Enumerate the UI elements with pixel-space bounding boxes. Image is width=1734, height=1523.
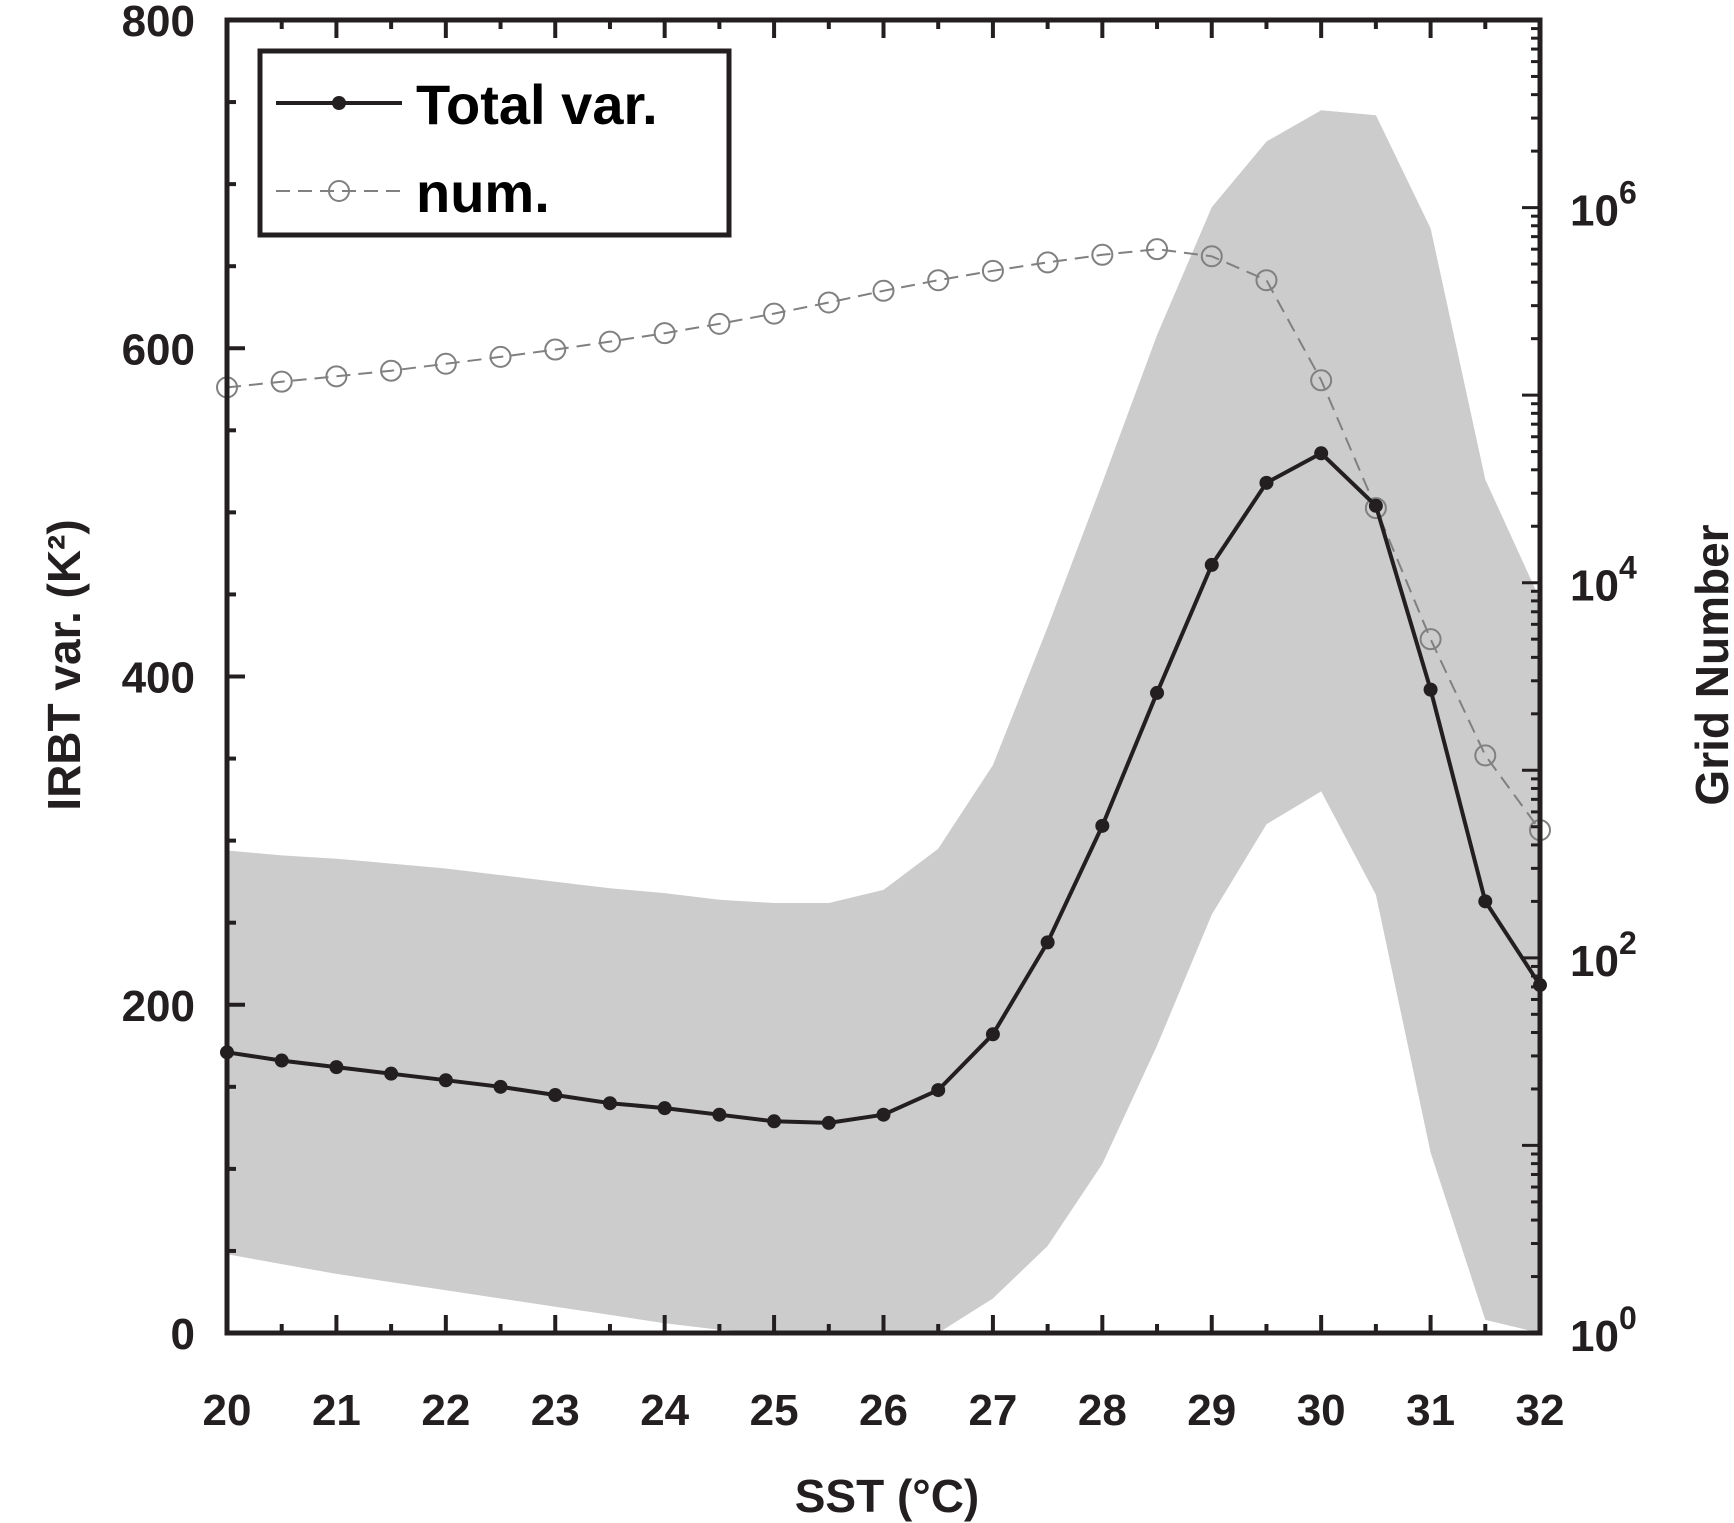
num-point [927, 269, 950, 292]
y2-tick-exponent: 2 [1619, 925, 1637, 961]
num-point [817, 291, 840, 314]
x-tick-label: 24 [640, 1386, 689, 1435]
total-var-point [657, 1101, 672, 1116]
num-point [1200, 245, 1223, 268]
x-tick-label: 20 [203, 1386, 252, 1435]
y2-axis-title: Grid Number [1686, 524, 1734, 805]
y2-tick-base: 10 [1570, 187, 1619, 236]
total-var-point [438, 1073, 453, 1088]
legend-total-var-label: Total var. [416, 73, 658, 136]
y2-tick-exponent: 0 [1619, 1300, 1637, 1336]
x-tick-label: 28 [1078, 1386, 1127, 1435]
y-tick-label: 0 [171, 1310, 195, 1359]
legend-num-marker [328, 180, 350, 202]
total-var-point [1423, 682, 1438, 697]
series-layer [216, 238, 1551, 1130]
y2-tick-label: 104 [1570, 550, 1637, 611]
num-point [1091, 243, 1114, 266]
num-point [708, 312, 731, 335]
num-point [380, 359, 403, 382]
total-var-point [602, 1096, 617, 1111]
total-var-point [1478, 894, 1493, 909]
total-var-point [1368, 498, 1383, 513]
total-var-point [1150, 685, 1165, 700]
num-point [872, 279, 895, 302]
x-axis-title: SST (°C) [795, 1470, 980, 1522]
x-tick-label: 25 [750, 1386, 799, 1435]
num-point [544, 338, 567, 361]
legend-total-var-marker [332, 96, 346, 110]
y2-tick-label: 106 [1570, 175, 1637, 236]
total-var-point [274, 1053, 289, 1068]
ticks-layer [225, 18, 1542, 1335]
num-point [1474, 744, 1497, 767]
x-tick-label: 26 [859, 1386, 908, 1435]
total-var-point [1040, 935, 1055, 950]
y2-tick-label: 100 [1570, 1300, 1637, 1361]
spread-band [227, 110, 1540, 1333]
y-axis-title: IRBT var. (K²) [38, 519, 90, 810]
legend-box [257, 48, 732, 238]
num-point [489, 345, 512, 368]
num-point [1310, 369, 1333, 392]
total-var-point [548, 1088, 563, 1103]
total-var-point [384, 1066, 399, 1081]
total-var-point [931, 1083, 946, 1098]
num-point [981, 259, 1004, 282]
num-point [1255, 269, 1278, 292]
y-tick-label: 600 [122, 325, 195, 374]
x-tick-label: 21 [312, 1386, 361, 1435]
x-tick-label: 32 [1516, 1386, 1565, 1435]
total-var-point [712, 1107, 727, 1122]
total-var-point [767, 1114, 782, 1129]
y2-tick-base: 10 [1570, 562, 1619, 611]
total-var-point [1204, 557, 1219, 572]
total-var-point [876, 1107, 891, 1122]
num-point [653, 322, 676, 345]
y2-tick-exponent: 6 [1619, 175, 1637, 211]
y2-tick-base: 10 [1570, 1312, 1619, 1361]
y2-tick-label: 102 [1570, 925, 1637, 986]
y2-tick-base: 10 [1570, 937, 1619, 986]
num-point [325, 365, 348, 388]
total-var-point [985, 1027, 1000, 1042]
num-point [598, 330, 621, 353]
x-tick-label: 22 [421, 1386, 470, 1435]
x-tick-label: 29 [1187, 1386, 1236, 1435]
y2-tick-exponent: 4 [1619, 550, 1637, 586]
total-var-point [1095, 818, 1110, 833]
num-point [1146, 238, 1169, 261]
total-var-point [1259, 475, 1274, 490]
total-var-point [821, 1115, 836, 1130]
num-series-line [226, 248, 1541, 831]
num-point [1364, 497, 1387, 520]
num-point [1419, 628, 1442, 651]
legend: Total var. num. [257, 48, 732, 238]
tick-labels-layer: 20 21 22 23 24 25 26 27 28 29 30 31 3202004006008001… [122, 0, 1637, 1435]
total-var-point [329, 1060, 344, 1075]
y-tick-label: 200 [122, 982, 195, 1031]
y-tick-label: 400 [122, 654, 195, 703]
x-tick-label: 23 [531, 1386, 580, 1435]
x-tick-label: 30 [1297, 1386, 1346, 1435]
num-point [434, 352, 457, 375]
spread-band-layer [227, 110, 1540, 1333]
total-var-point [493, 1079, 508, 1094]
x-tick-label: 27 [968, 1386, 1017, 1435]
num-point [763, 302, 786, 325]
y-tick-label: 800 [122, 0, 195, 46]
num-point [1036, 251, 1059, 274]
legend-num-label: num. [416, 161, 550, 224]
total-var-point [1314, 446, 1329, 461]
x-tick-label: 31 [1406, 1386, 1455, 1435]
num-point [270, 370, 293, 393]
